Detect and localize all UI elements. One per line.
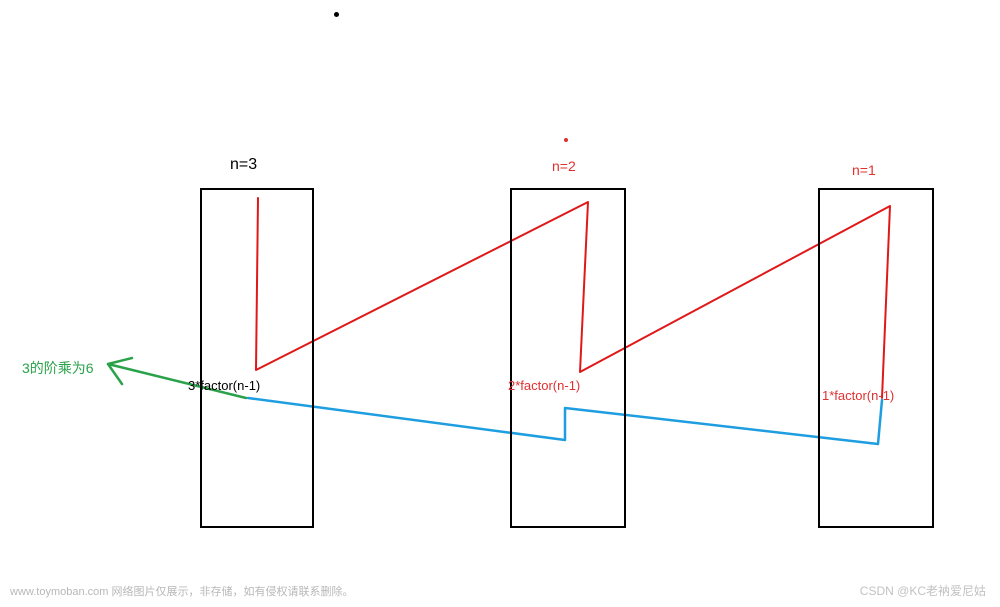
stack-frame-1 <box>200 188 314 528</box>
dot-deco-2 <box>564 138 568 142</box>
label-factor-2: 2*factor(n-1) <box>508 378 580 393</box>
watermark-left: www.toymoban.com 网络图片仅展示，非存储，如有侵权请联系删除。 <box>10 583 353 599</box>
stack-frame-3 <box>818 188 934 528</box>
label-n2: n=2 <box>552 158 576 174</box>
label-factor-1: 3*factor(n-1) <box>188 378 260 393</box>
dot-deco-1 <box>334 12 339 17</box>
label-factor-3: 1*factor(n-1) <box>822 388 894 403</box>
label-n3: n=3 <box>230 156 257 174</box>
label-result: 3的阶乘为6 <box>22 358 94 378</box>
label-n1: n=1 <box>852 162 876 178</box>
diagram-canvas: n=3 n=2 n=1 3*factor(n-1) 2*factor(n-1) … <box>0 0 1000 607</box>
stack-frame-2 <box>510 188 626 528</box>
watermark-right: CSDN @KC老衲爱尼姑 <box>860 582 986 599</box>
